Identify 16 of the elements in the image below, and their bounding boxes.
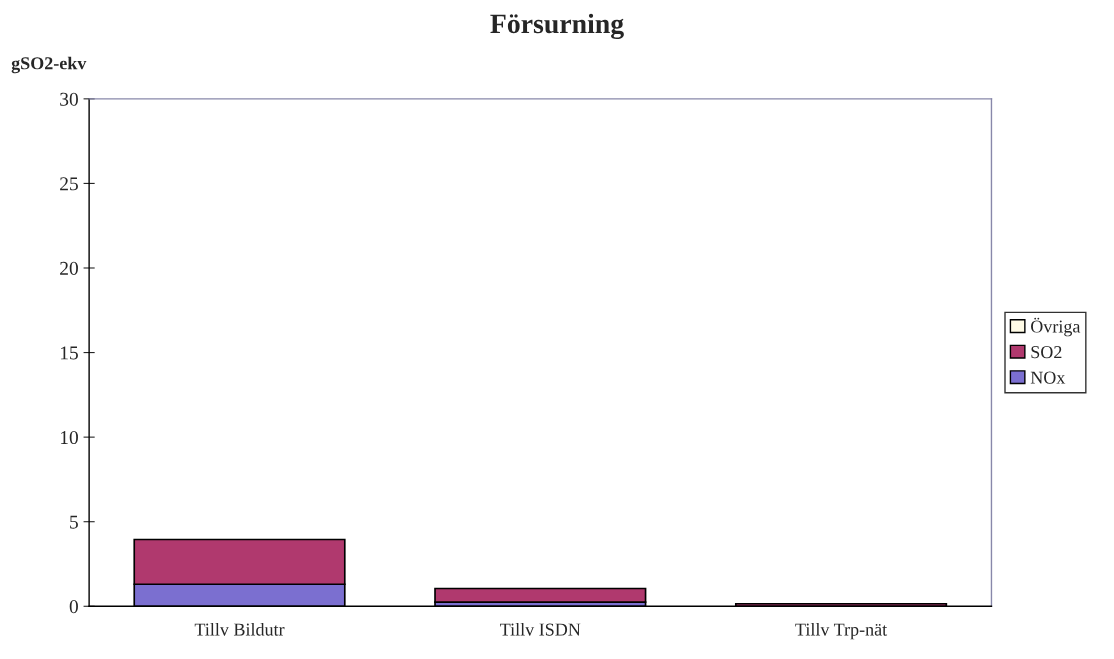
- y-tick-label: 25: [60, 177, 78, 191]
- legend-label: SO2: [1031, 346, 1062, 359]
- y-tick-label: 15: [60, 346, 78, 360]
- bar: [434, 587, 647, 603]
- x-tick-label: Tillv ISDN: [500, 622, 581, 636]
- y-tick-label: 5: [70, 515, 78, 529]
- y-tick-label: 0: [69, 600, 78, 614]
- y-tick-label: 30: [60, 92, 78, 106]
- x-tick-label: Tillv Trp-nät: [795, 622, 888, 640]
- x-tick-label: Tillv Bildutr: [194, 622, 285, 636]
- chart-title: Försurning: [490, 13, 624, 40]
- legend-label: Övriga: [1031, 317, 1081, 337]
- y-tick-label: 10: [60, 430, 78, 445]
- legend-label: NOx: [1030, 371, 1066, 384]
- y-axis-title: gSO2-ekv: [11, 56, 87, 74]
- y-tick-label: 20: [60, 261, 78, 275]
